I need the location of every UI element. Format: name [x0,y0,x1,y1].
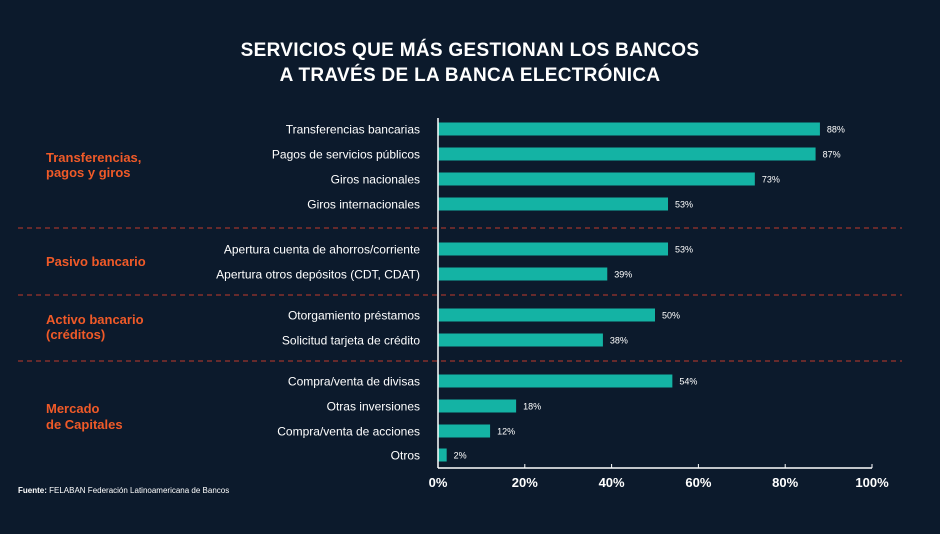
bar [438,374,673,388]
bar [438,172,755,186]
x-tick-label: 60% [685,475,711,490]
value-label: 38% [610,336,628,346]
category-label: Pagos de servicios públicos [272,148,420,162]
group-label: Transferencias, [46,150,141,165]
group-label: (créditos) [46,327,105,342]
source-label: Fuente: [18,486,47,495]
category-label: Apertura cuenta de ahorros/corriente [224,243,420,257]
value-label: 18% [523,402,541,412]
value-label: 87% [823,150,841,160]
bar [438,399,517,413]
bar [438,147,816,161]
x-tick-label: 80% [772,475,798,490]
group-label: Pasivo bancario [46,254,146,269]
bar [438,308,655,322]
x-tick-label: 20% [512,475,538,490]
source-text: FELABAN Federación Latinoamericana de Ba… [49,486,230,495]
value-label: 2% [454,451,467,461]
category-label: Otros [391,449,420,463]
value-label: 50% [662,311,680,321]
category-label: Transferencias bancarias [286,123,420,137]
bar [438,448,447,462]
value-label: 73% [762,175,780,185]
category-label: Solicitud tarjeta de crédito [282,334,420,348]
value-label: 88% [827,125,845,135]
value-label: 53% [675,245,693,255]
category-label: Otorgamiento préstamos [288,309,420,323]
value-label: 54% [679,377,697,387]
bar [438,333,603,347]
bar [438,267,608,281]
category-label: Compra/venta de divisas [288,375,420,389]
value-label: 12% [497,427,515,437]
category-label: Otras inversiones [327,400,420,414]
group-label: pagos y giros [46,165,131,180]
x-tick-label: 100% [855,475,889,490]
chart-title-line-1: SERVICIOS QUE MÁS GESTIONAN LOS BANCOS [240,40,700,61]
category-label: Giros nacionales [331,173,420,187]
bar [438,197,669,211]
category-label: Compra/venta de acciones [277,425,420,439]
group-label: Mercado [46,401,100,416]
bar [438,424,491,438]
bar [438,242,669,256]
x-tick-label: 0% [429,475,448,490]
group-label: Activo bancario [46,312,144,327]
group-label: de Capitales [46,417,123,432]
source-note: Fuente: FELABAN Federación Latinoamerica… [18,486,229,495]
chart-title-line-2: A TRAVÉS DE LA BANCA ELECTRÓNICA [279,65,661,86]
category-label: Apertura otros depósitos (CDT, CDAT) [216,268,420,282]
x-tick-label: 40% [599,475,625,490]
bar [438,122,820,136]
value-label: 39% [614,270,632,280]
chart-title: SERVICIOS QUE MÁS GESTIONAN LOS BANCOS A… [0,38,940,88]
value-label: 53% [675,200,693,210]
category-label: Giros internacionales [307,198,420,212]
